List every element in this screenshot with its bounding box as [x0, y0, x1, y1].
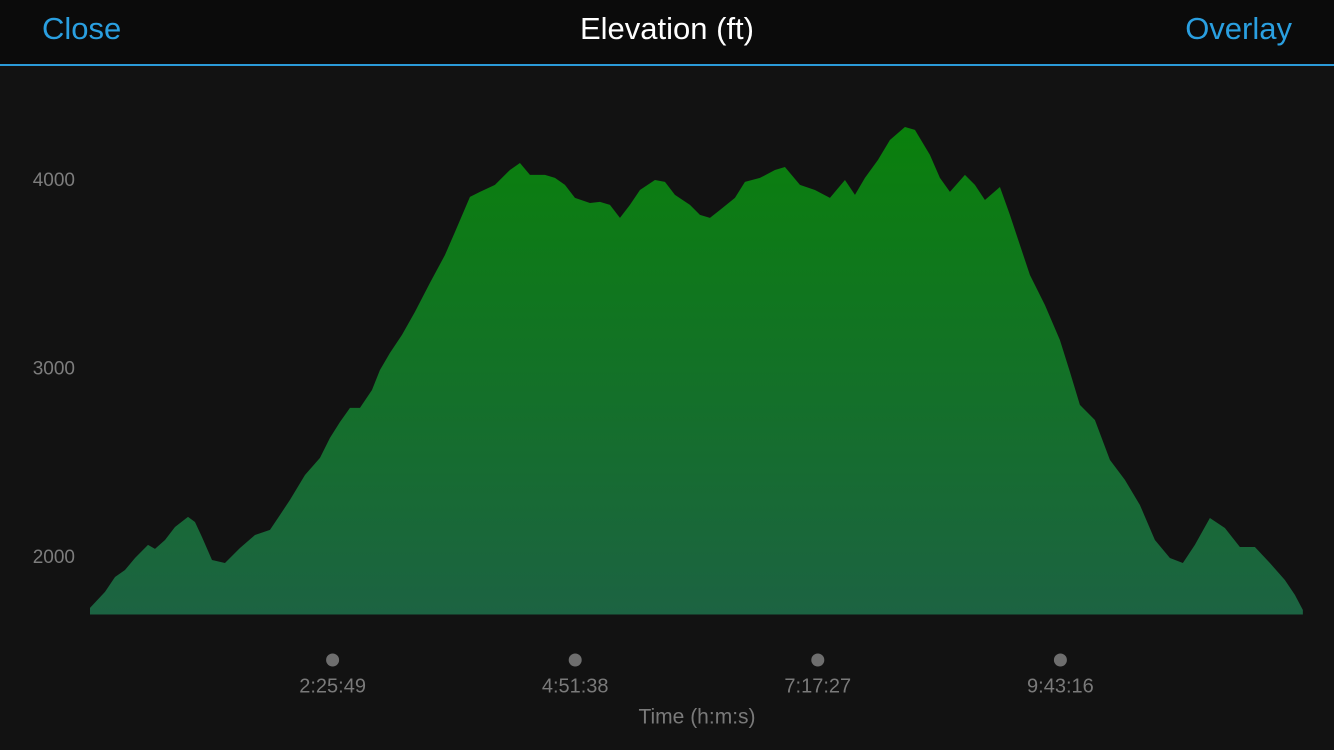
x-tick-label: 9:43:16 [1027, 675, 1094, 697]
y-tick-label: 4000 [33, 170, 75, 191]
x-tick-label: 2:25:49 [299, 675, 366, 697]
close-button[interactable]: Close [42, 11, 121, 46]
x-tick-dot [811, 653, 825, 667]
x-axis-label: Time (h:m:s) [638, 706, 755, 729]
nav-divider [0, 64, 1334, 66]
elevation-area [90, 126, 1303, 615]
x-tick-dot [326, 653, 340, 667]
x-tick-dot [568, 653, 582, 667]
x-tick-label: 7:17:27 [784, 675, 851, 697]
nav-title: Elevation (ft) [580, 11, 754, 46]
y-tick-label: 3000 [33, 358, 75, 379]
x-tick-label: 4:51:38 [542, 675, 609, 697]
y-tick-label: 2000 [33, 547, 75, 568]
x-tick-dot [1053, 653, 1067, 667]
nav-bar [0, 0, 1334, 64]
overlay-button[interactable]: Overlay [1185, 11, 1292, 46]
